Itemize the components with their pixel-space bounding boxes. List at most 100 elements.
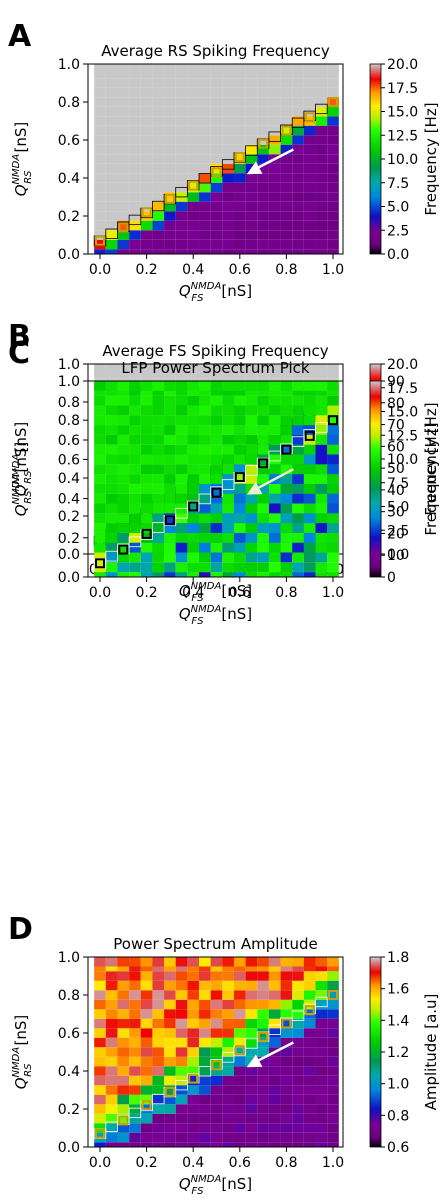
marker-point [258,138,269,149]
heatmap-cell [268,1037,281,1048]
y-tick-label: 0.8 [58,988,80,1004]
y-tick-label: 0.8 [58,95,80,111]
heatmap-cell [233,395,246,406]
heatmap-cell [280,230,293,240]
heatmap-cell [280,154,293,164]
heatmap-cell [129,1075,141,1086]
heatmap-cell [117,999,130,1010]
y-tick-label: 0.0 [58,547,80,563]
heatmap-cell [210,144,223,155]
heatmap-cell [210,135,223,145]
heatmap-cell [222,990,234,1000]
heatmap-cell [187,364,200,374]
heatmap-cell [280,364,293,374]
heatmap-cell [210,192,223,202]
heatmap-cell [222,1028,234,1038]
heatmap-cell [152,415,165,426]
heatmap-cell [210,230,223,240]
heatmap-cell [117,1132,130,1143]
x-tick-label: 0.2 [135,1155,157,1171]
heatmap-cell [292,116,304,126]
heatmap-cell [315,980,328,991]
heatmap-cells [94,957,339,1147]
heatmap-cell [233,999,246,1010]
colorbar-tick-label: 20.0 [387,57,418,73]
heatmap-cell [164,572,176,577]
heatmap-cell [140,239,153,250]
heatmap-cell [199,980,211,991]
heatmap-cell [140,503,153,514]
heatmap-cell [152,542,165,553]
heatmap-cell [175,135,188,145]
heatmap-cell [94,474,106,484]
heatmap-cell [140,87,153,98]
heatmap-cell [222,163,234,174]
heatmap-cell [164,405,176,416]
heatmap-cell [257,444,269,455]
heatmap-cell [164,1075,176,1086]
heatmap-cell [303,1123,316,1133]
heatmap-cell [117,493,130,504]
boundary-cell [198,1066,212,1077]
heatmap-cell [292,192,304,202]
heatmap-cell [280,990,293,1000]
heatmap-cell [105,144,118,155]
heatmap-cell [175,999,188,1010]
heatmap-cell [117,980,130,991]
heatmap-cell [233,97,246,107]
heatmap-cell [140,182,153,193]
heatmap-cell [315,78,328,88]
y-tick-label: 0.4 [58,492,80,508]
heatmap-cell [327,464,339,475]
heatmap-cell [164,163,176,174]
heatmap-cell [210,980,223,991]
heatmap-cell [129,220,141,231]
heatmap-cell [245,1037,258,1048]
heatmap-cell [117,97,130,107]
heatmap-cell [292,163,304,174]
axes-frame [87,63,344,255]
marker-point [118,544,129,555]
heatmap-cell [175,542,188,553]
heatmap-cell [303,87,316,98]
heatmap-cell [152,64,165,74]
heatmap-cell [187,135,200,145]
heatmap-cell [105,211,118,221]
heatmap-cell [327,980,339,991]
heatmap-cell [245,444,258,455]
heatmap-cell [199,106,211,117]
heatmap-cell [129,999,141,1010]
heatmap-cell [199,464,211,475]
marker-point [211,487,222,498]
heatmap-cell [117,163,130,174]
heatmap-cell [164,523,176,533]
heatmap-cell [268,78,281,88]
heatmap-cell [152,405,165,416]
heatmap-cell [129,493,141,504]
heatmap-cell [175,493,188,504]
heatmap-cell [257,201,269,212]
heatmap-cell [257,493,269,504]
heatmap-cell [327,163,339,174]
heatmap-cell [222,144,234,155]
heatmap-cell [152,1142,165,1147]
heatmap-cell [105,999,118,1010]
heatmap-cell [199,116,211,126]
heatmap-cell [94,1142,106,1147]
heatmap-cell [280,425,293,435]
marker-point [164,1086,175,1097]
heatmap-cell [222,64,234,74]
heatmap-cell [280,1018,293,1029]
heatmap-cell [327,144,339,155]
heatmap-cell [187,230,200,240]
heatmap-cell [233,542,246,553]
heatmap-cell [152,395,165,406]
heatmap-cell [268,562,281,573]
heatmap-cell [152,454,165,465]
heatmap-cell [245,562,258,573]
heatmap-cell [164,1123,176,1133]
heatmap-cell [233,1123,246,1133]
colorbar-tick-label: 15.0 [387,405,418,421]
heatmap-cell [117,182,130,193]
heatmap-cell [152,493,165,504]
